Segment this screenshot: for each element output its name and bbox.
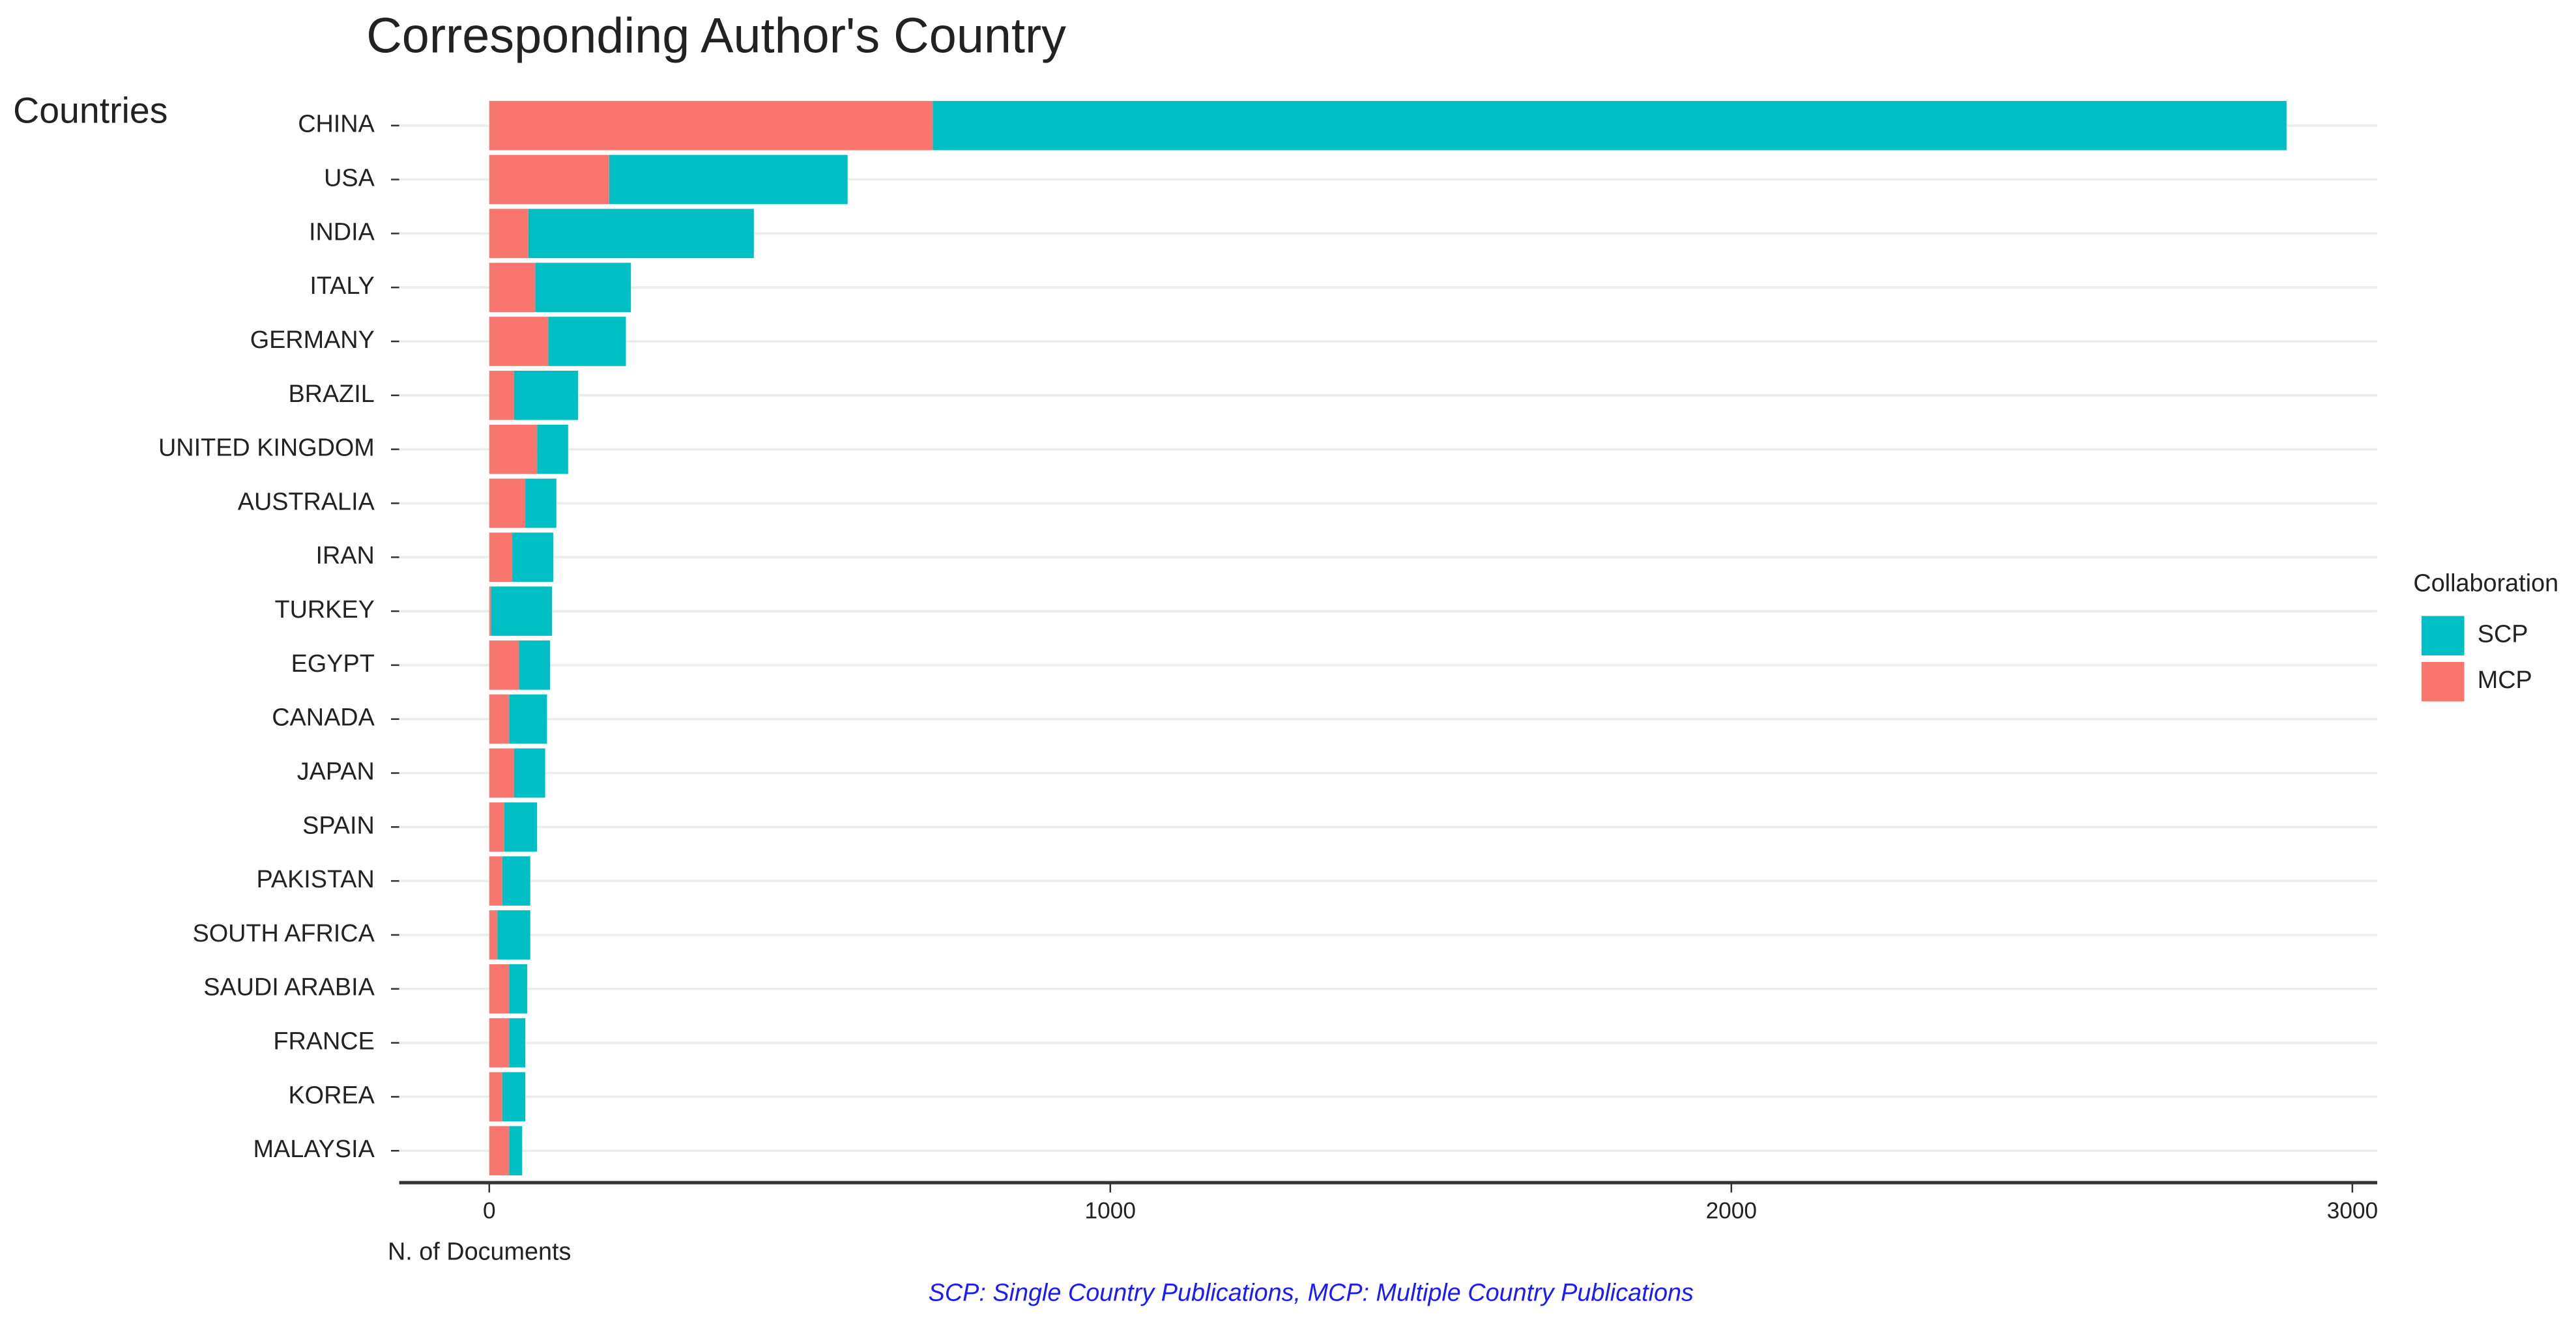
- bar-segment: [548, 317, 626, 366]
- bar-segment: [489, 694, 510, 744]
- bar-segment: [504, 802, 538, 852]
- bar-segment: [537, 424, 568, 474]
- bar-segment: [489, 478, 526, 528]
- bar-segment: [489, 263, 536, 312]
- bar-segment: [535, 263, 631, 312]
- bar-segment: [933, 100, 2287, 151]
- y-tick-label: UNITED KINGDOM: [158, 435, 375, 462]
- y-tick-label: KOREA: [288, 1082, 375, 1109]
- y-tick-label: USA: [324, 165, 375, 192]
- bar-segment: [489, 317, 549, 366]
- x-tick-label: 1000: [1085, 1198, 1136, 1224]
- y-tick-label: IRAN: [315, 542, 374, 569]
- y-axis-label: Countries: [13, 91, 167, 131]
- x-tick-label: 3000: [2327, 1198, 2378, 1224]
- y-tick-label: MALAYSIA: [253, 1136, 375, 1163]
- legend-swatch: [2422, 662, 2465, 702]
- y-tick-label: EGYPT: [291, 650, 375, 678]
- x-tick-label: 0: [483, 1198, 496, 1224]
- bar-segment: [489, 1126, 510, 1176]
- bar-segment: [489, 748, 514, 798]
- bar-segment: [512, 532, 553, 582]
- bar-segment: [489, 964, 510, 1014]
- y-tick-label: FRANCE: [273, 1028, 374, 1055]
- caption: SCP: Single Country Publications, MCP: M…: [929, 1280, 1694, 1307]
- y-tick-label: SAUDI ARABIA: [203, 974, 375, 1001]
- y-tick-label: JAPAN: [297, 758, 375, 785]
- bar-segment: [525, 478, 557, 528]
- bar-segment: [489, 586, 491, 636]
- y-tick-label: PAKISTAN: [256, 866, 374, 893]
- bar-segment: [502, 856, 530, 906]
- bar-segment: [514, 748, 545, 798]
- x-axis-label: N. of Documents: [388, 1239, 571, 1266]
- bar-segment: [489, 208, 528, 259]
- y-tick-label: CHINA: [298, 111, 375, 138]
- bar-segment: [489, 100, 933, 151]
- legend-label: MCP: [2478, 667, 2532, 694]
- bar-segment: [489, 370, 514, 420]
- legend-swatch: [2422, 616, 2465, 655]
- bar-segment: [489, 910, 498, 960]
- y-tick-label: BRAZIL: [288, 380, 374, 408]
- y-tick-label: INDIA: [309, 218, 375, 246]
- y-tick-label: SOUTH AFRICA: [192, 920, 375, 947]
- bar-segment: [528, 208, 754, 259]
- y-tick-label: GERMANY: [250, 326, 375, 354]
- legend-label: SCP: [2478, 621, 2528, 648]
- bar-segment: [609, 154, 848, 205]
- bar-segment: [489, 424, 538, 474]
- y-tick-label: CANADA: [272, 704, 375, 732]
- x-tick-label: 2000: [1706, 1198, 1757, 1224]
- y-tick-label: ITALY: [310, 272, 374, 300]
- bar-segment: [519, 640, 551, 690]
- y-tick-label: TURKEY: [274, 596, 374, 624]
- y-tick-label: AUSTRALIA: [238, 488, 375, 515]
- bar-segment: [509, 694, 547, 744]
- bar-segment: [497, 910, 530, 960]
- bar-segment: [489, 856, 502, 906]
- y-tick-label: SPAIN: [302, 812, 375, 839]
- bar-segment: [491, 586, 553, 636]
- legend-title: Collaboration: [2413, 570, 2558, 597]
- bar-segment: [509, 964, 527, 1014]
- bar-segment: [489, 802, 504, 852]
- bar-segment: [489, 154, 609, 205]
- bar-segment: [489, 1018, 510, 1068]
- bar-segment: [514, 370, 579, 420]
- bar-segment: [509, 1126, 523, 1176]
- bar-segment: [489, 1072, 502, 1122]
- bar-segment: [502, 1072, 526, 1122]
- chart-title: Corresponding Author's Country: [366, 9, 1066, 64]
- bar-segment: [489, 532, 513, 582]
- bar-segment: [489, 640, 519, 690]
- bar-segment: [509, 1018, 526, 1068]
